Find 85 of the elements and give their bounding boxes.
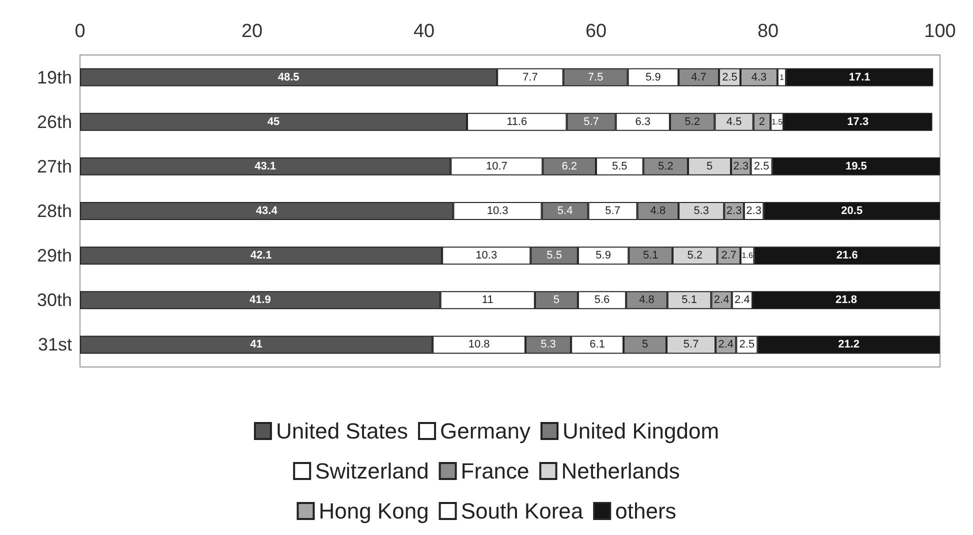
legend-label: others xyxy=(615,498,676,524)
data-label: 6.1 xyxy=(590,338,605,351)
legend-label: Switzerland xyxy=(315,458,429,484)
data-label: 21.8 xyxy=(836,294,857,306)
data-label: 5.7 xyxy=(605,205,620,217)
data-label: 7.5 xyxy=(588,71,604,84)
data-label: 5.7 xyxy=(584,116,599,128)
data-label: 1.5 xyxy=(771,117,784,126)
y-tick-label: 26th xyxy=(36,112,72,132)
y-tick-label: 29th xyxy=(36,246,72,266)
data-label: 21.6 xyxy=(836,250,858,262)
data-label: 5.9 xyxy=(646,71,661,84)
data-label: 11.6 xyxy=(506,116,528,128)
data-label: 2.5 xyxy=(754,160,770,172)
data-label: 5.5 xyxy=(612,160,628,172)
data-label: 2.4 xyxy=(718,338,734,351)
data-label: 4.7 xyxy=(691,71,706,84)
legend-label: South Korea xyxy=(460,498,584,524)
data-label: 5.3 xyxy=(694,205,709,217)
data-label: 43.4 xyxy=(256,205,278,217)
data-label: 5.7 xyxy=(683,338,699,351)
data-label: 5.4 xyxy=(557,205,573,217)
data-label: 10.7 xyxy=(486,160,508,172)
data-label: 5 xyxy=(642,338,648,351)
data-label: 2.3 xyxy=(726,205,742,217)
x-tick-label: 40 xyxy=(413,21,435,42)
data-label: 17.3 xyxy=(847,116,869,128)
data-label: 5.5 xyxy=(546,250,562,262)
legend-label: Germany xyxy=(440,418,531,444)
data-label: 10.3 xyxy=(476,250,498,262)
data-label: 19.5 xyxy=(845,160,867,172)
data-label: 2.4 xyxy=(714,294,730,306)
data-label: 4.8 xyxy=(639,294,654,306)
data-label: 48.5 xyxy=(278,71,300,84)
data-label: 7.7 xyxy=(522,71,538,84)
x-tick-label: 60 xyxy=(585,21,607,42)
data-label: 2 xyxy=(758,116,766,128)
data-label: 5.9 xyxy=(596,250,611,262)
data-label: 2.5 xyxy=(722,71,738,84)
data-label: 41 xyxy=(250,338,262,351)
data-label: 5.3 xyxy=(540,338,556,351)
x-tick-label: 80 xyxy=(757,21,779,42)
y-tick-label: 30th xyxy=(36,290,72,310)
data-label: 2.3 xyxy=(733,160,749,172)
y-tick-label: 31st xyxy=(38,334,72,355)
data-label: 42.1 xyxy=(250,250,272,262)
data-label: 5.1 xyxy=(682,294,697,306)
data-label: 43.1 xyxy=(254,160,276,172)
data-label: 5.6 xyxy=(594,294,610,306)
data-label: 5.2 xyxy=(684,116,700,128)
data-label: 2.3 xyxy=(746,205,762,217)
data-label: 11 xyxy=(482,294,494,306)
data-label: 1 xyxy=(780,72,785,82)
data-label: 2.5 xyxy=(739,338,755,351)
data-label: 6.3 xyxy=(635,116,651,128)
legend-label: Hong Kong xyxy=(318,498,429,524)
data-label: 5 xyxy=(553,294,560,306)
legend-label: Netherlands xyxy=(561,458,680,484)
y-tick-label: 27th xyxy=(36,156,72,176)
x-tick-label: 100 xyxy=(924,21,956,42)
data-label: 1.6 xyxy=(742,251,754,260)
legend-label: France xyxy=(460,458,530,484)
data-label: 4.8 xyxy=(650,205,666,217)
data-label: 10.3 xyxy=(486,205,508,217)
data-label: 17.1 xyxy=(848,71,870,84)
data-label: 5.2 xyxy=(687,250,703,262)
data-label: 5.2 xyxy=(658,160,674,172)
data-label: 6.2 xyxy=(562,160,577,172)
data-label: 10.8 xyxy=(468,338,490,351)
y-tick-label: 28th xyxy=(36,201,72,221)
data-label: 5 xyxy=(706,160,713,172)
legend-label: United Kingdom xyxy=(562,418,720,444)
x-tick-label: 0 xyxy=(74,21,86,42)
data-label: 5.1 xyxy=(642,250,658,262)
data-label: 21.2 xyxy=(838,338,860,351)
y-tick-label: 19th xyxy=(36,67,72,88)
data-label: 41.9 xyxy=(249,294,271,306)
data-label: 2.4 xyxy=(734,294,750,306)
data-label: 4.5 xyxy=(726,116,742,128)
data-label: 2.7 xyxy=(721,250,737,262)
legend-label: United States xyxy=(276,418,408,444)
data-label: 45 xyxy=(267,116,280,128)
x-tick-label: 20 xyxy=(241,21,263,42)
data-label: 4.3 xyxy=(751,71,767,84)
data-label: 20.5 xyxy=(841,205,863,217)
